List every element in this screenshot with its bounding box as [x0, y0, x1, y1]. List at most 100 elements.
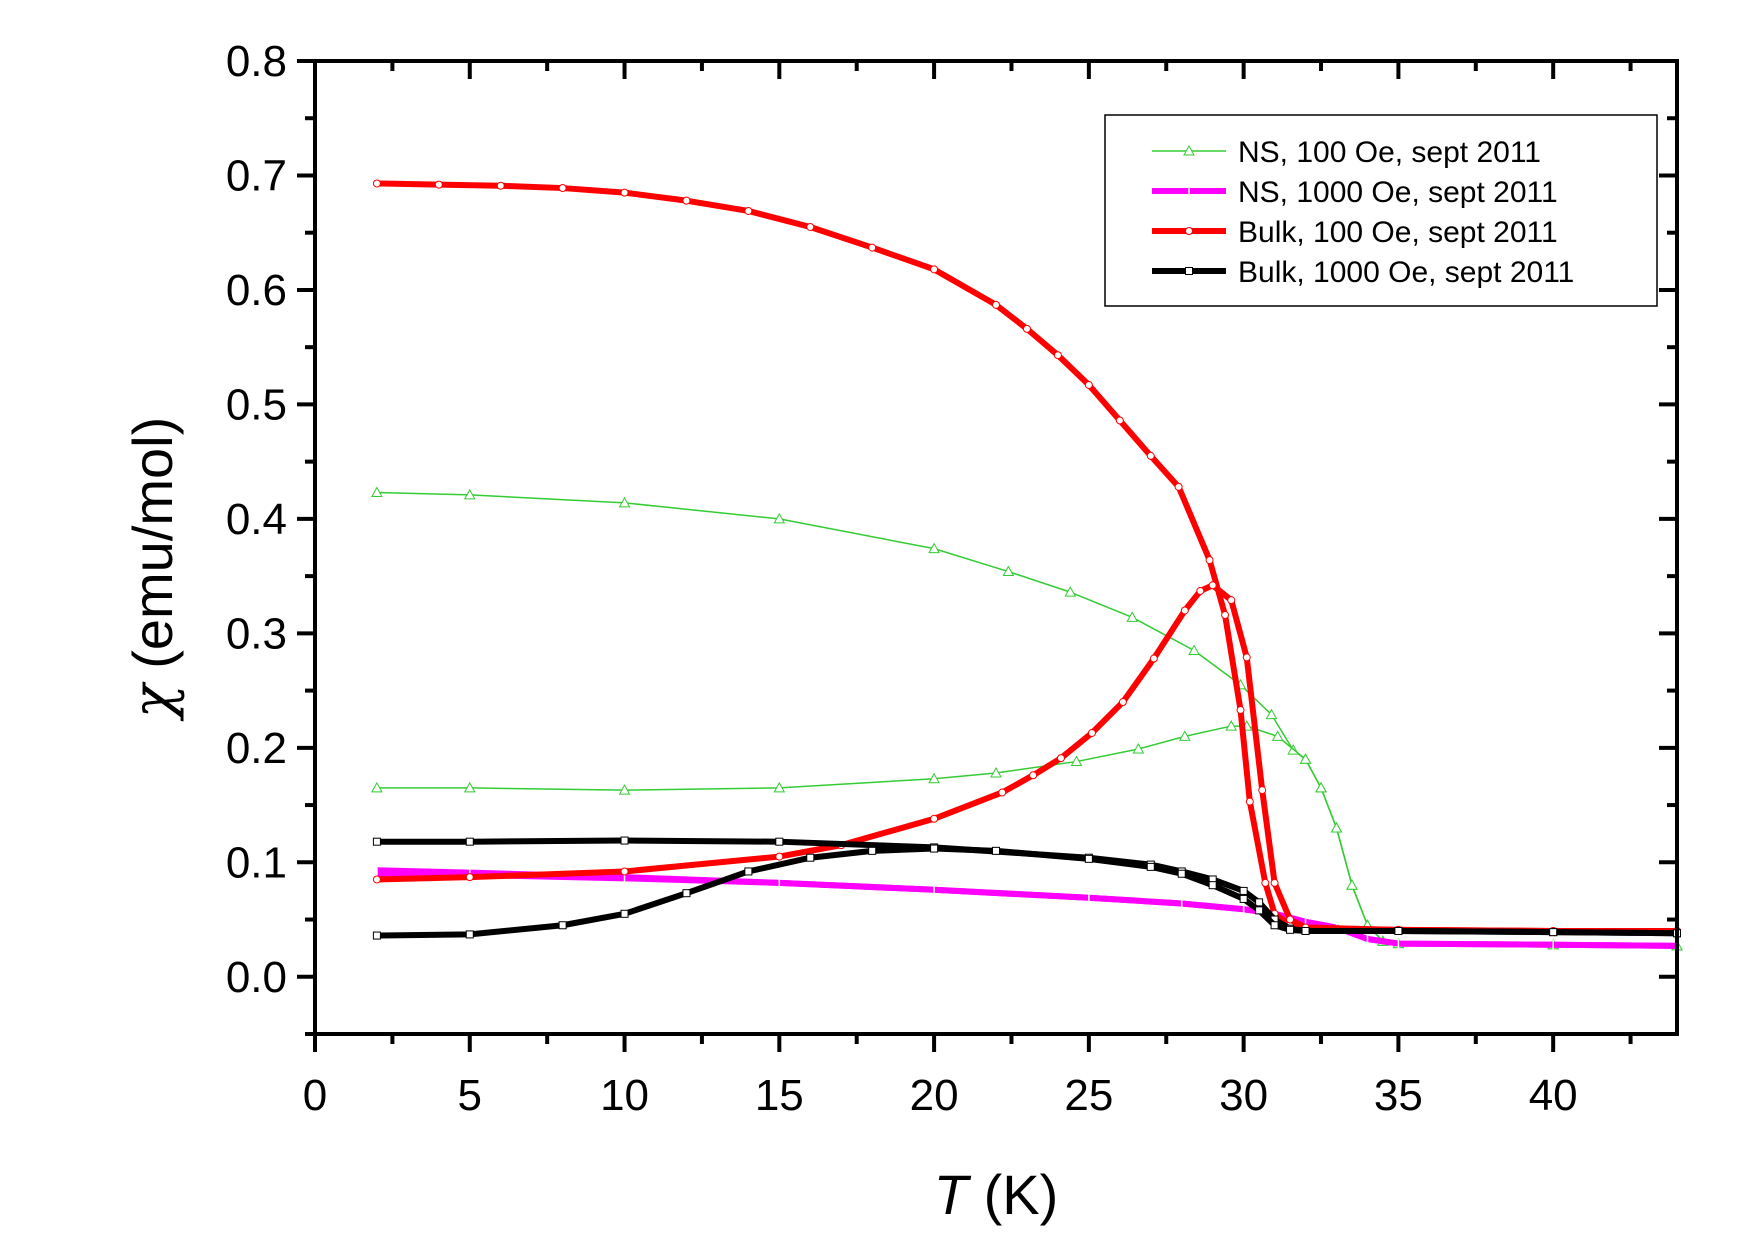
data-point [773, 512, 786, 524]
data-point [1064, 586, 1077, 597]
series-1 [371, 486, 1683, 951]
data-point [1115, 416, 1124, 425]
data-point [465, 837, 474, 846]
legend: NS, 100 Oe, sept 2011 NS, 1000 Oe, sept 2… [1104, 114, 1658, 307]
data-point [1118, 698, 1127, 707]
data-point [1084, 380, 1093, 389]
data-point [992, 846, 1000, 855]
data-point [1053, 351, 1062, 360]
data-point [868, 846, 877, 855]
series-line [376, 871, 1678, 949]
data-point [1177, 869, 1186, 878]
data-point [620, 836, 629, 845]
data-point [1183, 144, 1195, 156]
data-point [775, 837, 784, 846]
data-point [744, 867, 753, 876]
data-point [1271, 730, 1284, 741]
data-point [1286, 915, 1295, 924]
data-point [1221, 611, 1230, 620]
data-point [928, 772, 940, 784]
data-point [1549, 928, 1558, 937]
data-point [1258, 786, 1267, 795]
legend-item: Bulk, 100 Oe, sept 2011 [1152, 216, 1558, 249]
data-point [1185, 227, 1193, 235]
data-point [1255, 906, 1264, 915]
data-point [1084, 854, 1093, 863]
data-point [1185, 267, 1193, 275]
data-point [1299, 753, 1312, 764]
data-point [465, 873, 474, 882]
y-tick-label: 0.5 [226, 380, 287, 429]
data-point [372, 179, 381, 188]
x-axis-symbol: T [934, 1163, 972, 1226]
data-point [868, 243, 877, 252]
x-axis-label: T (K) [934, 1163, 1058, 1226]
y-tick-label: 0.2 [226, 724, 287, 773]
y-axis-unit: (emu/mol) [121, 417, 184, 669]
data-point [1245, 797, 1254, 806]
data-point [1270, 921, 1279, 930]
x-tick-label: 30 [1219, 1071, 1268, 1120]
data-point [372, 875, 381, 884]
data-point [990, 766, 1002, 778]
data-point [1022, 324, 1031, 333]
data-point [1261, 878, 1270, 887]
data-point [1126, 611, 1139, 622]
data-point [998, 788, 1007, 797]
data-point [930, 265, 939, 274]
legend-label: Bulk, 100 Oe, sept 2011 [1238, 216, 1558, 249]
data-point [1270, 878, 1279, 887]
data-point [1301, 926, 1310, 935]
data-point [434, 180, 443, 189]
data-point [371, 781, 383, 793]
series-line [376, 725, 1678, 947]
data-point [1174, 482, 1183, 491]
series-3 [372, 179, 1681, 935]
data-point [463, 488, 476, 500]
y-tick-label: 0.6 [226, 266, 287, 315]
data-point [1070, 755, 1083, 767]
data-point [1178, 730, 1191, 741]
series-layer [371, 179, 1683, 951]
legend-box [1104, 114, 1658, 307]
data-point [620, 188, 629, 197]
data-point [620, 909, 629, 918]
data-point [773, 781, 786, 793]
data-point [1132, 742, 1145, 754]
data-point [1239, 886, 1248, 895]
x-tick-label: 25 [1064, 1071, 1113, 1120]
data-point [744, 206, 753, 215]
legend-label: NS, 1000 Oe, sept 2011 [1238, 176, 1558, 209]
x-tick-label: 0 [303, 1071, 327, 1120]
data-point [1265, 708, 1278, 720]
data-point [928, 542, 940, 554]
data-point [682, 196, 691, 205]
legend-label: Bulk, 1000 Oe, sept 2011 [1238, 256, 1574, 289]
legend-item: NS, 100 Oe, sept 2011 [1152, 136, 1541, 169]
data-point [558, 184, 567, 193]
data-point [1205, 556, 1214, 565]
data-point [775, 852, 784, 861]
data-point [1208, 581, 1217, 590]
data-point [1146, 862, 1155, 871]
data-point [1286, 925, 1295, 934]
data-point [1315, 781, 1327, 793]
x-tick-label: 10 [600, 1071, 649, 1120]
series-4 [372, 836, 1681, 940]
y-axis-symbol: χ [121, 681, 186, 722]
data-point [1180, 606, 1189, 615]
data-point [1196, 586, 1205, 595]
data-point [682, 889, 691, 898]
data-point [371, 486, 383, 498]
data-point [1227, 596, 1236, 605]
data-point [465, 930, 474, 939]
data-point [1239, 894, 1248, 903]
data-point [1242, 653, 1251, 662]
data-point [372, 931, 381, 940]
data-point [558, 921, 567, 930]
data-point [806, 222, 815, 231]
x-tick-label: 20 [910, 1071, 959, 1120]
data-point [992, 300, 1000, 309]
data-point [806, 853, 815, 862]
data-point [620, 867, 629, 876]
